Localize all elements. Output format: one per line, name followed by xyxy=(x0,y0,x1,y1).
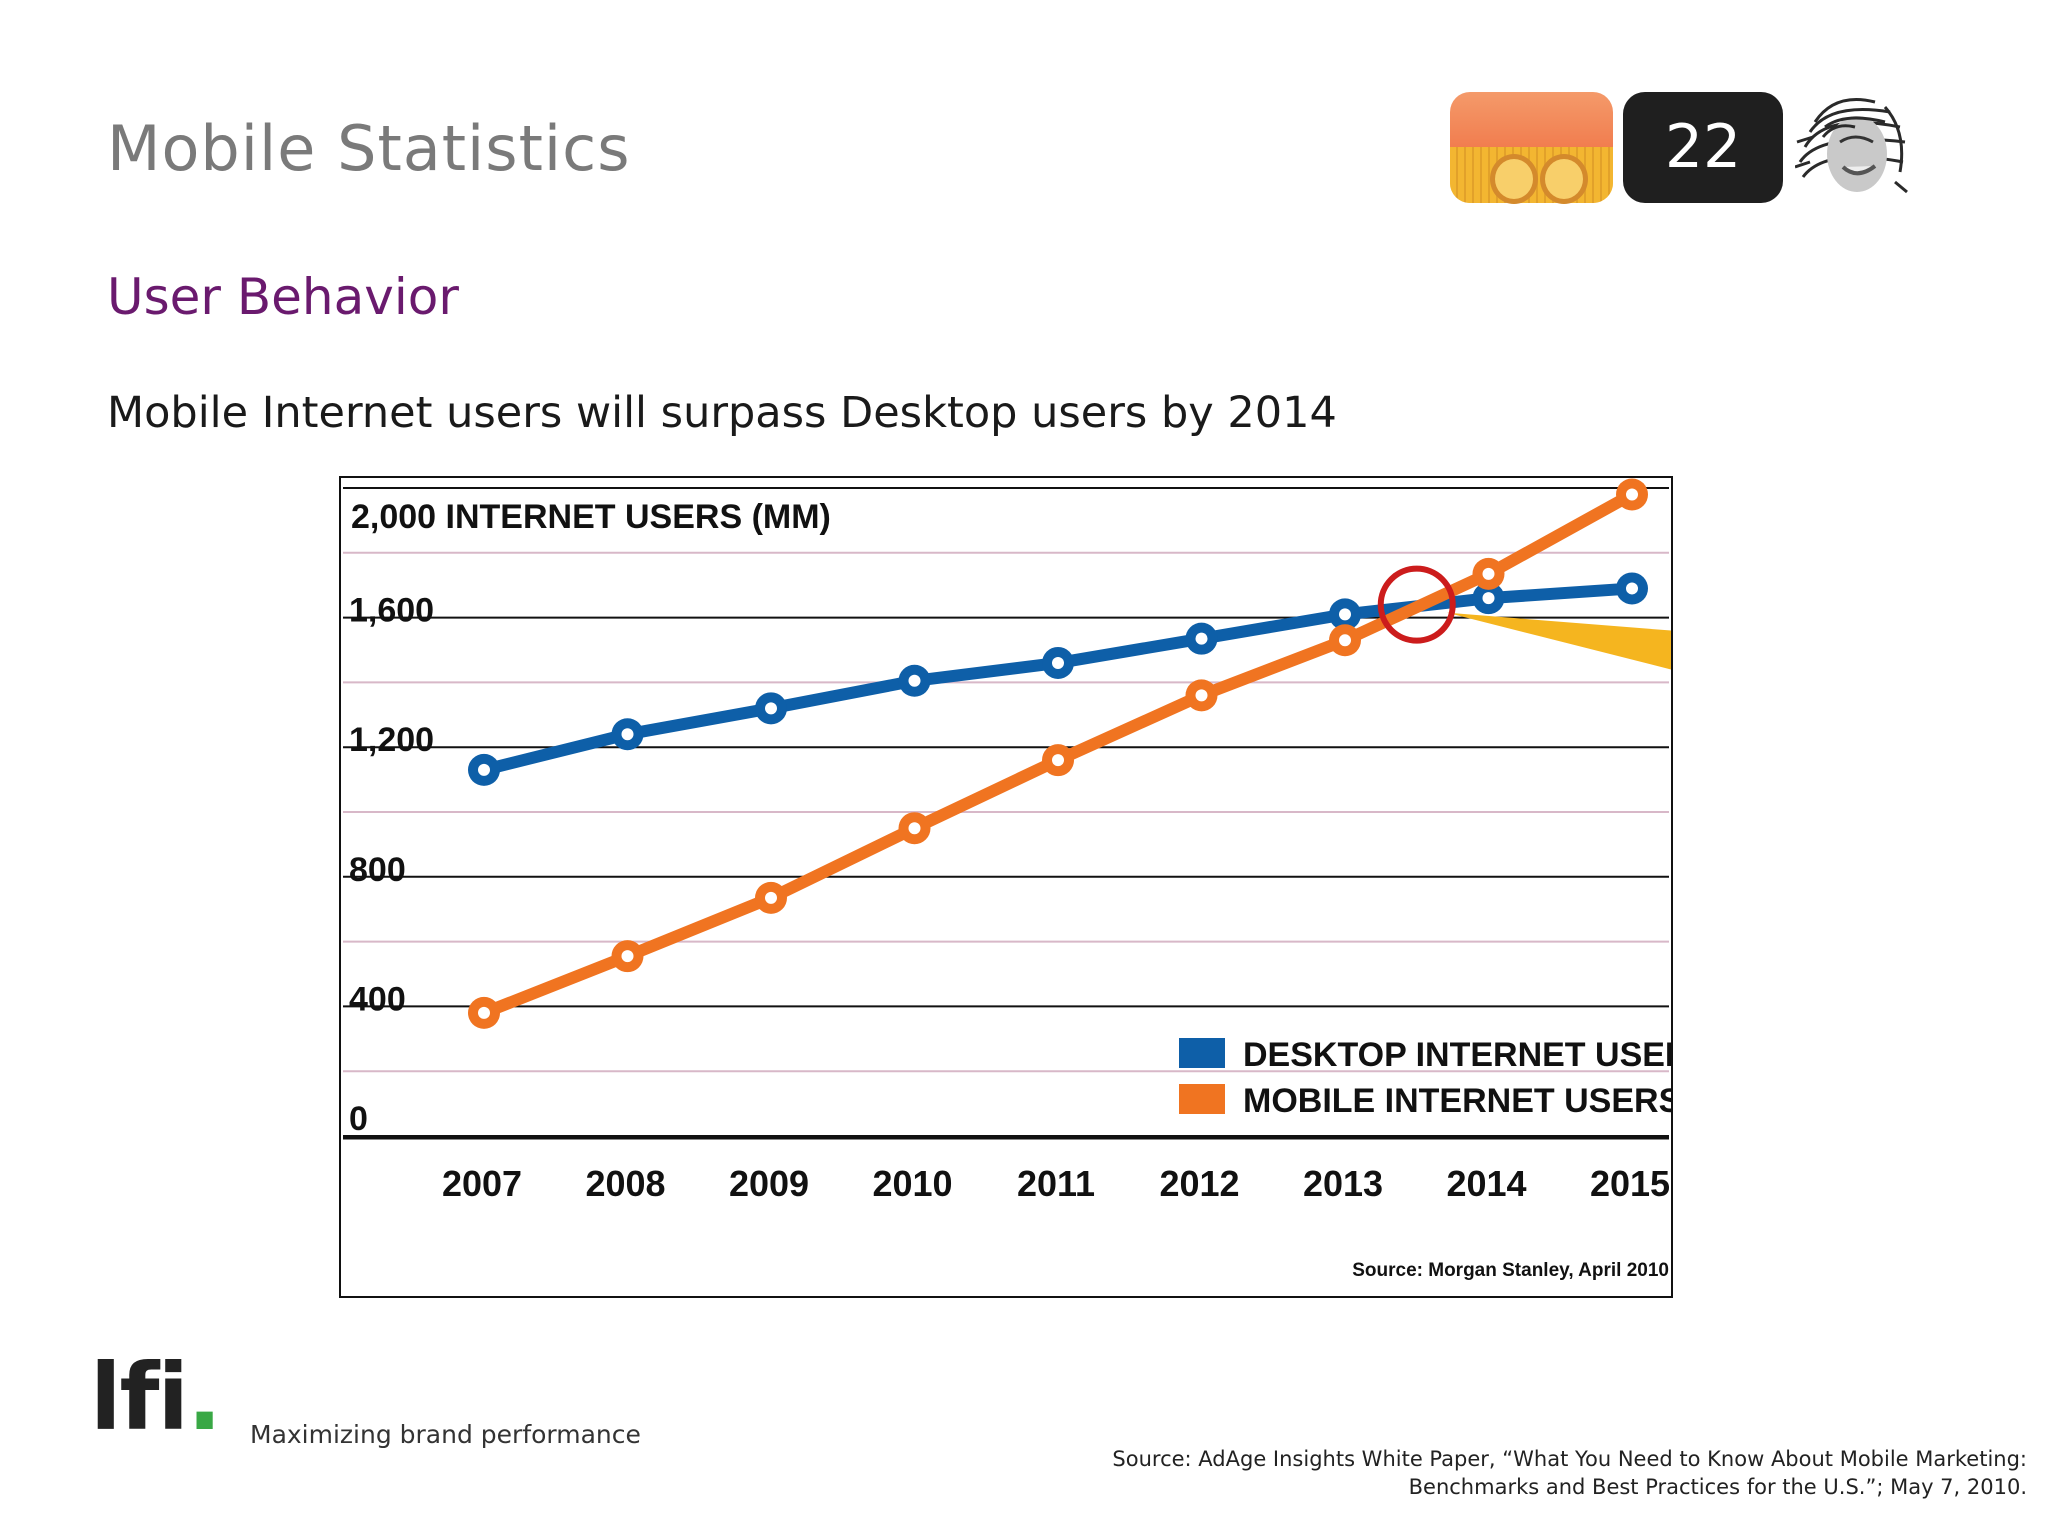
y-tick-label: 1,600 xyxy=(349,592,434,630)
chart-source: Source: Morgan Stanley, April 2010 xyxy=(1352,1260,1669,1281)
data-point-center xyxy=(1626,582,1638,595)
x-tick-label: 2014 xyxy=(1446,1163,1526,1204)
legend-label-mobile: MOBILE INTERNET USERS xyxy=(1243,1082,1671,1120)
data-point-center xyxy=(1195,689,1208,702)
data-point-center xyxy=(765,702,777,715)
data-point-center xyxy=(478,1006,490,1019)
data-point-center xyxy=(908,822,921,835)
data-point-center xyxy=(478,763,490,776)
internet-users-chart: 2,000 INTERNET USERS (MM) 0 400 800 1,200 1,… xyxy=(339,476,1673,1298)
source-line-1: Source: AdAge Insights White Paper, “Wha… xyxy=(1112,1447,2027,1471)
data-point-center xyxy=(1626,488,1638,501)
x-tick-label: 2015 xyxy=(1590,1163,1670,1204)
legend-swatch-desktop xyxy=(1179,1038,1225,1068)
lfi-logo: lfi. xyxy=(90,1344,222,1451)
data-point-center xyxy=(621,950,634,963)
body-statement: Mobile Internet users will surpass Deskt… xyxy=(107,388,1337,438)
y-tick-label: 1,200 xyxy=(349,721,434,759)
crossover-circle xyxy=(1377,565,1456,644)
data-point-center xyxy=(1482,567,1495,580)
avatar-photo-icon xyxy=(1795,98,1908,194)
data-point-center xyxy=(908,674,921,687)
slide-title: Mobile Statistics xyxy=(107,112,631,185)
x-tick-label: 2011 xyxy=(1017,1163,1095,1204)
section-subtitle: User Behavior xyxy=(107,268,459,326)
source-line-2: Benchmarks and Best Practices for the U.… xyxy=(1408,1475,2027,1499)
highlight-wedge xyxy=(1446,612,1671,670)
legend-label-desktop: DESKTOP INTERNET USERS xyxy=(1243,1036,1671,1074)
logo-tagline: Maximizing brand performance xyxy=(250,1420,641,1449)
data-point-center xyxy=(1052,754,1064,767)
page-number-badge: 22 xyxy=(1623,92,1783,203)
x-tick-label: 2007 xyxy=(442,1163,522,1204)
data-point-center xyxy=(1339,634,1351,647)
data-point-center xyxy=(1339,608,1351,621)
chart-svg: 2,000 INTERNET USERS (MM) 0 400 800 1,200 1,… xyxy=(343,478,1671,1281)
x-tick-label: 2010 xyxy=(872,1163,952,1204)
chart-title: 2,000 INTERNET USERS (MM) xyxy=(351,498,831,536)
x-tick-label: 2008 xyxy=(585,1163,665,1204)
y-tick-label: 800 xyxy=(349,851,406,889)
x-tick-label: 2012 xyxy=(1159,1163,1239,1204)
data-point-center xyxy=(621,728,634,741)
y-tick-label: 400 xyxy=(349,980,406,1018)
data-point-center xyxy=(1195,632,1208,645)
source-citation: Source: AdAge Insights White Paper, “Wha… xyxy=(1112,1445,2027,1501)
data-point-center xyxy=(1482,592,1495,605)
data-point-center xyxy=(1052,656,1064,669)
chart-legend: DESKTOP INTERNET USERS MOBILE INTERNET U… xyxy=(1179,1036,1671,1120)
app-icon xyxy=(1450,92,1613,204)
legend-swatch-mobile xyxy=(1179,1084,1225,1114)
x-tick-label: 2009 xyxy=(729,1163,809,1204)
x-tick-label: 2013 xyxy=(1303,1163,1383,1204)
y-tick-label: 0 xyxy=(349,1100,368,1138)
data-point-center xyxy=(765,891,777,904)
